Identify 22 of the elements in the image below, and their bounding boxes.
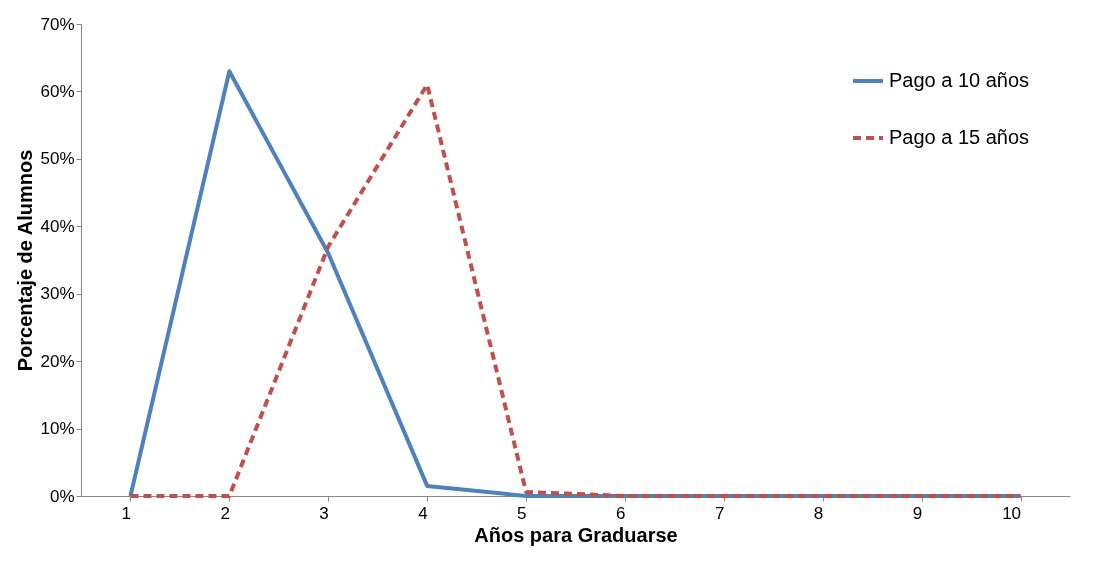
x-tick-label: 5 [517, 503, 527, 523]
y-tick-label: 30% [40, 284, 75, 304]
legend-label: Pago a 15 años [889, 126, 1030, 148]
y-tick-label: 50% [40, 149, 75, 169]
x-tick-label: 7 [714, 503, 725, 523]
x-tick-label: 4 [418, 503, 428, 523]
y-tick-label: 20% [40, 351, 75, 371]
x-tick-label: 3 [319, 503, 329, 523]
legend-label: Pago a 10 años [889, 69, 1030, 91]
x-tick-label: 8 [813, 503, 824, 523]
y-tick-label: 60% [40, 81, 75, 101]
y-tick-label: 0% [49, 486, 75, 506]
y-axis-title: Porcentaje de Alumnos [14, 149, 37, 372]
x-axis-title: Años para Graduarse [474, 523, 678, 546]
x-tick-label: 2 [220, 503, 230, 523]
x-tick-label: 10 [1002, 503, 1022, 523]
y-tick-label: 40% [40, 216, 75, 236]
y-tick-label: 70% [40, 14, 75, 34]
x-tick-label: 9 [912, 503, 923, 523]
y-tick-label: 10% [40, 419, 75, 439]
x-tick-label: 6 [615, 503, 626, 523]
x-tick-label: 1 [121, 503, 131, 523]
